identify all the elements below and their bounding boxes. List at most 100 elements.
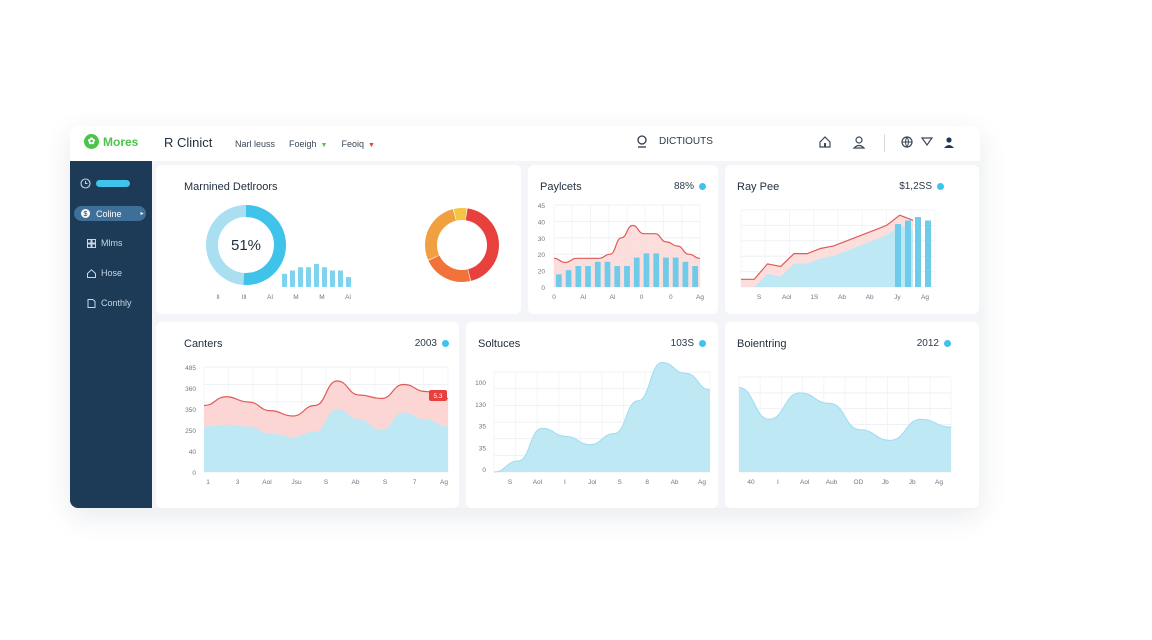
card-value-text: $1,2SS	[899, 181, 932, 192]
user-icon[interactable]	[852, 135, 866, 149]
donut-slice	[465, 208, 499, 281]
bar	[556, 274, 562, 287]
x-tick-label: S	[508, 479, 513, 486]
x-tick-label: Al	[610, 294, 616, 301]
soltuces-chart: 100 130 35 35 0 S Aol I Jol S 8 Ab Ag	[475, 361, 711, 486]
y-tick-label: 35	[479, 424, 487, 431]
x-tick-label: OD	[854, 479, 864, 486]
top-nav: Narl leuss Foeigh ▼ Feoiq ▼	[235, 139, 375, 149]
x-tick-label: 40	[747, 479, 755, 486]
card-maintained: Marnined Detlroors 51% Il Ill Al M M Al	[156, 165, 521, 314]
brand-name: Mores	[103, 134, 139, 149]
y-tick-label: 360	[185, 386, 196, 393]
sidebar-item-conthly[interactable]: Conthly	[87, 298, 132, 308]
x-tick-label: Ab	[838, 294, 846, 301]
card-title: Paylcets	[540, 181, 582, 193]
bar	[905, 220, 911, 287]
donut-label: 51%	[231, 237, 261, 254]
series-line	[493, 361, 711, 473]
search-area[interactable]: DICTIOUTS	[636, 135, 713, 148]
profile-icon[interactable]	[942, 135, 956, 149]
globe-icon[interactable]	[900, 135, 914, 149]
x-tick-label: Ab	[866, 294, 874, 301]
card-canters: Canters 2003 485 360 350 250 40 0 5.3 1 3 Aol Jsu S…	[156, 322, 459, 508]
x-tick-label: Al	[345, 294, 351, 301]
card-raypee: Ray Pee $1,2SS S Aol 1S Ab Ab Jy Ag	[725, 165, 979, 314]
x-tick-label: Jol	[588, 479, 597, 486]
x-tick-label: Al	[267, 294, 273, 301]
card-soltuces: Soltuces 103S 100 130 35 35 0 S Aol I Jol S 8 Ab Ag	[466, 322, 718, 508]
nav-item-3[interactable]: Feoiq ▼	[341, 139, 375, 149]
donut-slice	[428, 255, 471, 282]
card-value-text: 88%	[673, 181, 694, 192]
svg-text:$: $	[84, 211, 88, 218]
y-tick-label: 35	[479, 445, 487, 452]
bar	[643, 253, 650, 287]
bar	[604, 261, 611, 287]
boientring-chart: 40 I Aol Aub OD Jb Jb Ag	[738, 376, 952, 486]
bar	[298, 267, 303, 287]
sidebar-item-hose[interactable]: Hose	[87, 268, 122, 278]
bar	[663, 257, 669, 287]
card-value: 103S	[671, 338, 706, 349]
brand-logo[interactable]: ✿ Mores	[84, 134, 138, 149]
card-value-text: 2003	[414, 338, 437, 349]
y-tick-label: 40	[538, 219, 546, 226]
y-tick-label: 0	[192, 470, 196, 477]
x-tick-label: S	[757, 294, 762, 301]
bar	[585, 266, 591, 287]
sidebar-item-mlms[interactable]: Mlms	[87, 238, 123, 248]
nav-item-2[interactable]: Foeigh ▼	[289, 139, 328, 149]
card-value: $1,2SS	[899, 181, 944, 192]
bar	[594, 261, 601, 287]
x-tick-label: Ag	[935, 479, 943, 486]
clock-icon	[80, 178, 91, 189]
x-tick-label: Ag	[698, 479, 706, 486]
card-value-text: 2012	[916, 338, 939, 349]
bar	[338, 270, 343, 287]
x-tick-label: Aub	[826, 479, 838, 486]
x-tick-label: Jb	[882, 479, 889, 486]
canters-chart: 485 360 350 250 40 0 5.3 1 3 Aol Jsu S Ab S 7 Ag	[185, 365, 449, 486]
y-tick-label: 250	[185, 428, 196, 435]
area-fill	[739, 387, 951, 472]
area-fill-lower	[741, 225, 913, 287]
sidebar-item-clock[interactable]	[80, 178, 130, 189]
search-label: DICTIOUTS	[659, 136, 713, 147]
card-value: 88%	[674, 181, 706, 192]
y-tick-label: 20	[538, 269, 546, 276]
card-value: 2012	[917, 338, 951, 349]
x-tick-label: Al	[580, 294, 586, 301]
filter-icon[interactable]	[920, 135, 934, 149]
home-icon	[87, 268, 96, 278]
sidebar-item-coline[interactable]: $ Coline ▸	[80, 208, 144, 219]
dollar-icon: $	[81, 209, 90, 218]
y-tick-label: 40	[189, 449, 197, 456]
leaf-icon: ✿	[84, 134, 99, 149]
bar	[282, 273, 287, 287]
bar	[672, 257, 679, 287]
x-tick-label: 7	[413, 479, 417, 486]
sidebar-item-label: Conthly	[101, 298, 132, 308]
x-tick-label: 1	[206, 479, 210, 486]
bar	[624, 266, 630, 287]
y-tick-label: 485	[185, 365, 196, 372]
bar	[565, 270, 572, 287]
bar	[633, 257, 640, 287]
x-tick-label: 8	[645, 479, 649, 486]
x-tick-label: Ab	[352, 479, 360, 486]
home-icon[interactable]	[818, 135, 832, 149]
card-title: Ray Pee	[737, 181, 780, 193]
y-tick-label: 45	[538, 203, 546, 210]
card-title: Canters	[184, 338, 223, 350]
series-line	[741, 214, 914, 280]
bar	[653, 253, 660, 287]
x-tick-label: Ill	[242, 294, 247, 301]
x-tick-label: Ag	[696, 294, 704, 301]
bar	[915, 217, 921, 287]
nav-item-1[interactable]: Narl leuss	[235, 139, 276, 149]
x-tick-label: Jb	[909, 479, 916, 486]
page-title: R Clinict	[164, 135, 213, 150]
bar	[614, 266, 621, 287]
